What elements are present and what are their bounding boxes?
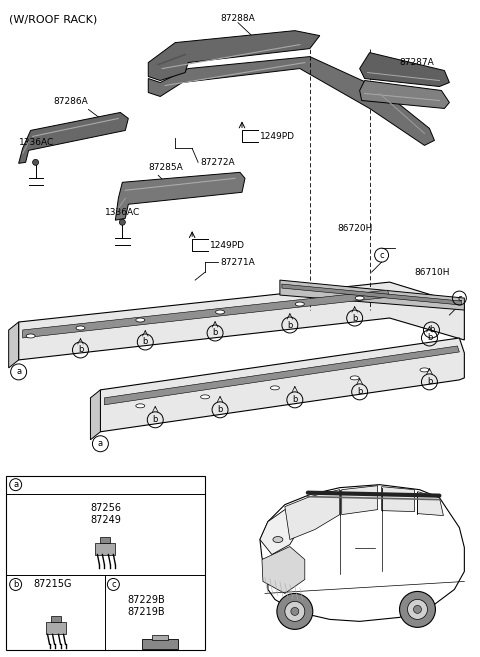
Circle shape bbox=[399, 591, 435, 627]
FancyBboxPatch shape bbox=[96, 543, 115, 555]
Polygon shape bbox=[342, 486, 378, 514]
Polygon shape bbox=[260, 485, 464, 622]
Text: 87285A: 87285A bbox=[148, 164, 183, 172]
Circle shape bbox=[413, 605, 421, 614]
Polygon shape bbox=[148, 57, 434, 145]
Polygon shape bbox=[262, 547, 305, 593]
Text: 1249PD: 1249PD bbox=[210, 240, 245, 250]
Text: 87256: 87256 bbox=[90, 503, 121, 512]
FancyBboxPatch shape bbox=[50, 616, 60, 622]
FancyBboxPatch shape bbox=[100, 537, 110, 543]
Text: b: b bbox=[287, 321, 292, 330]
Ellipse shape bbox=[76, 326, 85, 330]
Text: b: b bbox=[292, 396, 298, 404]
Polygon shape bbox=[100, 338, 464, 432]
Text: b: b bbox=[427, 377, 432, 386]
FancyBboxPatch shape bbox=[46, 622, 65, 635]
Ellipse shape bbox=[420, 368, 429, 372]
Circle shape bbox=[285, 601, 305, 622]
Polygon shape bbox=[148, 31, 320, 81]
Polygon shape bbox=[115, 172, 245, 220]
Text: c: c bbox=[457, 294, 462, 303]
Ellipse shape bbox=[26, 334, 35, 338]
Text: 86710H: 86710H bbox=[415, 267, 450, 277]
Ellipse shape bbox=[216, 310, 225, 314]
Text: b: b bbox=[13, 580, 18, 589]
Polygon shape bbox=[360, 81, 449, 108]
Polygon shape bbox=[360, 53, 449, 87]
Circle shape bbox=[291, 608, 299, 616]
Text: b: b bbox=[357, 388, 362, 396]
Text: c: c bbox=[379, 251, 384, 260]
Circle shape bbox=[120, 219, 125, 225]
Text: 87249: 87249 bbox=[90, 514, 121, 524]
Ellipse shape bbox=[355, 296, 364, 300]
Text: b: b bbox=[217, 405, 223, 415]
FancyBboxPatch shape bbox=[142, 639, 178, 649]
Text: 87229B: 87229B bbox=[127, 595, 165, 605]
Polygon shape bbox=[90, 390, 100, 440]
Polygon shape bbox=[382, 487, 415, 512]
Polygon shape bbox=[280, 280, 464, 310]
Ellipse shape bbox=[273, 537, 283, 543]
Text: (W/ROOF RACK): (W/ROOF RACK) bbox=[9, 14, 97, 25]
Ellipse shape bbox=[201, 395, 210, 399]
Ellipse shape bbox=[295, 302, 304, 306]
Polygon shape bbox=[23, 290, 390, 338]
Text: 87288A: 87288A bbox=[221, 14, 255, 23]
Circle shape bbox=[408, 599, 428, 620]
Text: 1249PD: 1249PD bbox=[260, 132, 295, 141]
Polygon shape bbox=[19, 282, 464, 360]
Text: 87287A: 87287A bbox=[399, 58, 434, 67]
Ellipse shape bbox=[270, 386, 279, 390]
Polygon shape bbox=[282, 284, 461, 305]
Text: 87219B: 87219B bbox=[127, 608, 165, 618]
Ellipse shape bbox=[136, 318, 145, 322]
Text: b: b bbox=[153, 415, 158, 424]
Text: b: b bbox=[352, 313, 357, 323]
Text: 87271A: 87271A bbox=[220, 258, 255, 267]
Polygon shape bbox=[19, 112, 128, 164]
Text: b: b bbox=[78, 346, 83, 355]
Text: 86720H: 86720H bbox=[338, 224, 373, 233]
Text: b: b bbox=[143, 338, 148, 346]
Polygon shape bbox=[9, 322, 19, 368]
Text: a: a bbox=[98, 440, 103, 448]
Circle shape bbox=[33, 160, 38, 166]
Text: 87215G: 87215G bbox=[34, 579, 72, 589]
Text: b: b bbox=[212, 328, 218, 338]
Polygon shape bbox=[260, 510, 305, 555]
Polygon shape bbox=[104, 346, 459, 405]
Circle shape bbox=[277, 593, 313, 629]
Polygon shape bbox=[285, 489, 340, 539]
Text: b: b bbox=[427, 334, 432, 342]
Text: 87286A: 87286A bbox=[53, 97, 88, 106]
Ellipse shape bbox=[136, 404, 145, 408]
FancyBboxPatch shape bbox=[152, 635, 168, 641]
Text: c: c bbox=[111, 580, 116, 589]
FancyBboxPatch shape bbox=[6, 476, 205, 650]
Text: a: a bbox=[16, 367, 21, 376]
Text: 1336AC: 1336AC bbox=[106, 208, 141, 217]
Text: 87272A: 87272A bbox=[200, 158, 235, 167]
Text: b: b bbox=[429, 325, 434, 334]
Ellipse shape bbox=[350, 376, 359, 380]
Polygon shape bbox=[418, 491, 444, 516]
Text: a: a bbox=[13, 480, 18, 489]
Text: 1336AC: 1336AC bbox=[19, 138, 54, 147]
